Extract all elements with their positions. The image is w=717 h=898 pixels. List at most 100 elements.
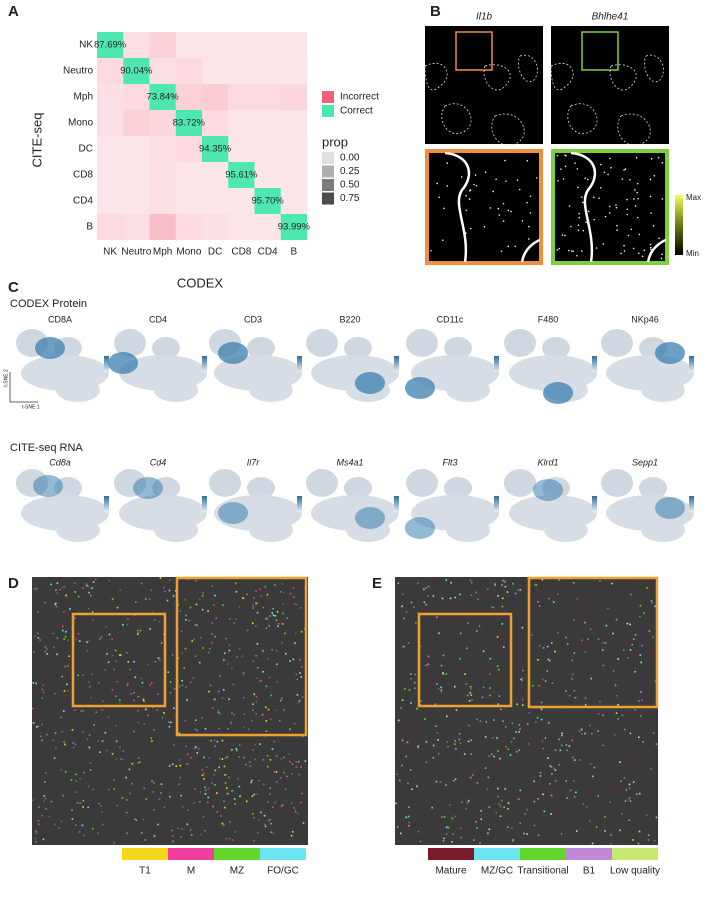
cell-dot xyxy=(142,818,144,821)
cell-dot xyxy=(272,806,274,808)
cell-dot xyxy=(595,826,598,828)
inset-box xyxy=(71,612,167,708)
colorbar xyxy=(689,496,694,512)
cell-dot xyxy=(275,781,278,783)
cell-dot xyxy=(485,721,487,723)
cell-dot xyxy=(652,636,655,639)
value-label: 93.99% xyxy=(278,222,311,233)
cell-dot xyxy=(547,658,550,661)
heatmap-cell xyxy=(97,58,124,84)
cell-dot xyxy=(126,623,129,626)
cell-dot xyxy=(135,819,138,821)
cell-dot xyxy=(243,726,245,729)
y-tick-label: Mph xyxy=(74,92,93,103)
cell-dot xyxy=(67,639,69,642)
cell-dot xyxy=(464,601,467,604)
cell-dot xyxy=(469,685,472,688)
cell-dot xyxy=(562,833,564,835)
cell-dot xyxy=(253,793,256,796)
cell-dot xyxy=(565,744,568,746)
heatmap-cell xyxy=(175,58,202,84)
cell-dot xyxy=(108,580,111,582)
signal-dot xyxy=(598,197,600,200)
signal-dot xyxy=(446,162,449,164)
cell-dot xyxy=(501,605,504,608)
cell-dot xyxy=(415,707,418,710)
cell-dot xyxy=(590,677,593,680)
cell-dot xyxy=(517,798,520,801)
cell-dot xyxy=(261,714,263,716)
cell-dot xyxy=(421,809,424,811)
cell-dot xyxy=(231,749,233,751)
signal-dot xyxy=(468,198,471,200)
cell-dot xyxy=(519,789,522,792)
signal-dot xyxy=(528,225,530,228)
cell-dot xyxy=(425,587,427,589)
cell-dot xyxy=(214,784,216,786)
cell-dot xyxy=(238,647,241,650)
signal-dot xyxy=(556,154,559,157)
cell-dot xyxy=(463,753,466,755)
cell-dot xyxy=(251,795,254,797)
cell-dot xyxy=(444,791,447,794)
colorbar xyxy=(675,195,683,255)
cell-dot xyxy=(263,814,266,817)
cell-dot xyxy=(206,801,209,804)
cell-dot xyxy=(625,580,628,583)
cell-dot xyxy=(419,840,422,843)
cell-dot xyxy=(604,830,606,832)
cell-dot xyxy=(627,715,630,717)
cell-dot xyxy=(556,593,559,595)
heatmap-cell xyxy=(202,162,229,188)
cell-dot xyxy=(115,695,117,698)
cell-dot xyxy=(265,685,268,688)
cell-dot xyxy=(469,776,472,779)
marker-label: Sepp1 xyxy=(632,457,658,467)
cell-dot xyxy=(64,635,67,638)
cell-dot xyxy=(264,706,267,709)
cell-dot xyxy=(602,638,604,641)
cell-dot xyxy=(571,678,573,680)
cell-dot xyxy=(168,589,171,592)
cell-dot xyxy=(419,594,421,597)
cell-dot xyxy=(437,743,440,745)
cell-dot xyxy=(507,748,509,750)
cell-dot xyxy=(464,771,466,774)
heatmap-cell xyxy=(97,32,124,58)
cell-dot xyxy=(557,724,559,727)
cell-dot xyxy=(573,759,576,761)
cell-dot xyxy=(554,596,556,599)
cell-dot xyxy=(296,603,298,606)
cell-dot xyxy=(76,801,79,804)
cell-dot xyxy=(67,689,70,692)
cell-dot xyxy=(653,581,656,584)
cell-dot xyxy=(591,842,594,845)
signal-dot xyxy=(636,216,639,219)
cell-dot xyxy=(126,651,128,654)
y-tick-label: NK xyxy=(79,40,93,51)
cell-dot xyxy=(532,684,534,687)
cell-dot xyxy=(504,585,507,588)
cell-dot xyxy=(454,740,457,742)
cell-dot xyxy=(148,598,151,601)
cell-dot xyxy=(615,618,618,621)
cell-dot xyxy=(81,824,84,827)
marker-label: NKp46 xyxy=(631,314,659,324)
cell-dot xyxy=(476,827,478,829)
cell-dot xyxy=(278,719,281,722)
cell-dot xyxy=(650,739,653,741)
cell-dot xyxy=(550,642,553,644)
cell-dot xyxy=(467,799,470,802)
cell-dot xyxy=(32,707,34,710)
cell-dot xyxy=(432,744,435,747)
cell-dot xyxy=(228,649,231,652)
signal-dot xyxy=(556,249,559,251)
cell-dot xyxy=(589,701,592,704)
cell-dot xyxy=(533,780,535,783)
cell-dot xyxy=(38,806,40,809)
legend-label: 0.25 xyxy=(340,166,360,177)
cell-dot xyxy=(516,703,518,706)
cell-dot xyxy=(440,664,443,667)
cell-dot xyxy=(221,697,224,700)
cell-dot xyxy=(192,677,195,679)
